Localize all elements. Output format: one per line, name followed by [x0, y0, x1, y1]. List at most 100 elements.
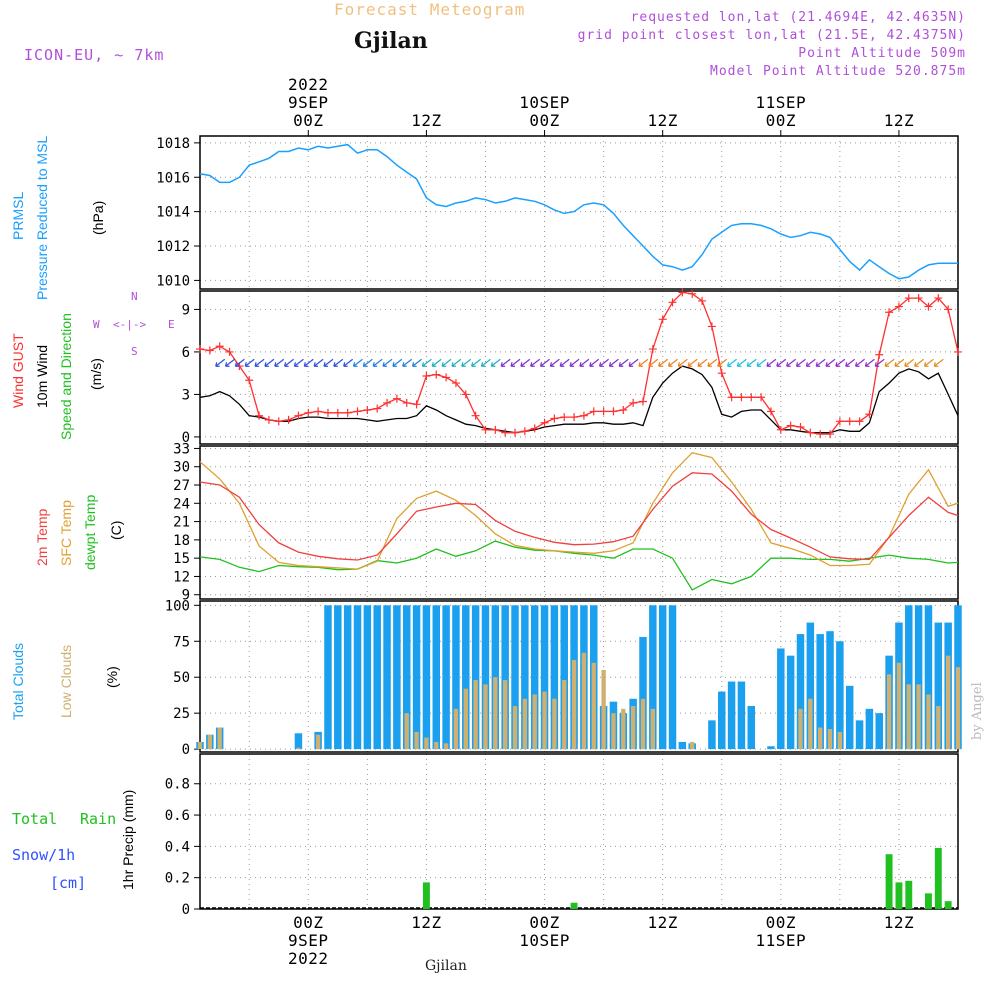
wind-direction-arrow — [677, 358, 688, 367]
wind-direction-arrow — [766, 358, 777, 367]
wind-direction-arrow — [697, 358, 708, 367]
total-cloud-bar — [855, 720, 864, 750]
panel-frame — [199, 445, 959, 600]
gust-marker — [717, 369, 726, 378]
total-cloud-bar — [747, 705, 756, 750]
gust-marker — [954, 347, 962, 356]
total-cloud-bar — [412, 605, 421, 750]
y-tick-label: 1010 — [156, 273, 190, 289]
gust-marker — [924, 302, 933, 311]
gust-marker — [255, 411, 264, 420]
gust-marker — [766, 407, 775, 416]
y-tick-label: 1012 — [156, 239, 190, 255]
wind-direction-arrow — [579, 358, 590, 367]
wind-direction-arrow — [618, 358, 629, 367]
low-cloud-bar — [601, 670, 606, 750]
wind-direction-arrow — [215, 358, 226, 367]
total-cloud-bar — [836, 641, 844, 750]
y-tick-label: 27 — [173, 478, 190, 494]
low-cloud-bar — [640, 698, 646, 750]
footer-location: Gjilan — [425, 958, 467, 974]
gust-marker — [363, 406, 372, 414]
low-cloud-bar — [434, 741, 439, 750]
time-label-bottom: 12Z — [884, 913, 914, 932]
precip-snow-label: Snow/1h — [12, 846, 76, 864]
low-cloud-bar — [945, 655, 951, 750]
low-cloud-bar — [503, 680, 508, 750]
low-cloud-bar — [414, 731, 419, 750]
gust-marker — [442, 373, 451, 382]
rain-bar — [905, 880, 913, 909]
gust-marker — [560, 413, 569, 422]
time-label-top: 10SEP — [519, 93, 570, 112]
gust-marker — [225, 347, 234, 356]
gust-marker — [904, 294, 913, 303]
wind-direction-arrow — [461, 358, 472, 367]
time-label-bottom: 2022 — [288, 949, 329, 968]
total-cloud-bar — [934, 622, 943, 750]
total-cloud-bar — [914, 605, 923, 750]
low-cloud-bar — [808, 698, 813, 750]
gust-marker — [757, 393, 766, 402]
wind-direction-arrow — [490, 358, 501, 367]
gust-marker — [638, 397, 647, 406]
wind-direction-arrow — [628, 358, 639, 367]
wind-direction-arrow — [638, 358, 649, 367]
gust-marker — [658, 315, 667, 324]
total-cloud-bar — [471, 605, 480, 750]
gust-marker — [373, 404, 382, 413]
total-cloud-bar — [727, 681, 736, 750]
gust-marker — [294, 411, 303, 420]
low-cloud-bar — [886, 674, 892, 750]
wind-direction-arrow — [549, 358, 560, 367]
low-cloud-bar — [532, 694, 537, 750]
time-label-bottom: 00Z — [529, 913, 559, 932]
gust-marker — [944, 305, 953, 314]
gust-marker — [668, 298, 677, 307]
gust-marker — [698, 296, 707, 305]
wind-direction-arrow — [530, 358, 541, 367]
gust-marker — [461, 390, 470, 399]
panel-frame — [199, 753, 959, 910]
rain-bar — [925, 893, 932, 909]
wind-direction-arrow — [756, 358, 767, 367]
total-cloud-bar — [501, 605, 509, 750]
wind-direction-arrow — [914, 358, 924, 367]
wind-direction-arrow — [727, 358, 737, 367]
gust-marker — [678, 288, 687, 297]
time-label-top: 12Z — [411, 111, 441, 130]
wind-direction-arrow — [480, 358, 491, 367]
wind-direction-arrow — [441, 358, 452, 367]
gust-marker — [196, 345, 204, 354]
compass-s: S — [131, 345, 138, 358]
precip-rain-label: Rain — [80, 810, 117, 828]
location-title: Gjilan — [354, 28, 428, 54]
low-cloud-bar — [581, 652, 587, 750]
rain-bar — [895, 882, 903, 909]
low-cloud-bar — [818, 727, 823, 750]
wind-direction-arrow — [805, 358, 816, 367]
y-tick-label: 18 — [173, 533, 190, 549]
gust-marker — [353, 407, 362, 416]
gust-marker — [422, 372, 431, 380]
low-cloud-bar — [611, 713, 616, 750]
low-cloud-bar — [827, 728, 833, 750]
total-cloud-bar — [491, 605, 500, 750]
wind-direction-arrow — [313, 358, 324, 367]
gust-marker — [776, 425, 785, 434]
y-tick-label: 75 — [173, 634, 190, 650]
low-cloud-bar — [424, 737, 429, 750]
gust-marker — [855, 417, 864, 426]
compass-e: E — [168, 318, 175, 331]
total-cloud-bar — [432, 605, 441, 750]
gust-marker — [343, 408, 352, 417]
time-label-top: 11SEP — [755, 93, 806, 112]
time-label-bottom: 00Z — [766, 913, 796, 932]
total-cloud-bar — [767, 746, 775, 750]
gust-marker — [284, 415, 293, 424]
gust-marker — [835, 417, 844, 426]
y-tick-label: 6 — [182, 345, 190, 361]
time-label-top: 00Z — [766, 111, 796, 130]
wind-direction-arrow — [303, 358, 314, 367]
low-cloud-bar — [463, 688, 468, 750]
